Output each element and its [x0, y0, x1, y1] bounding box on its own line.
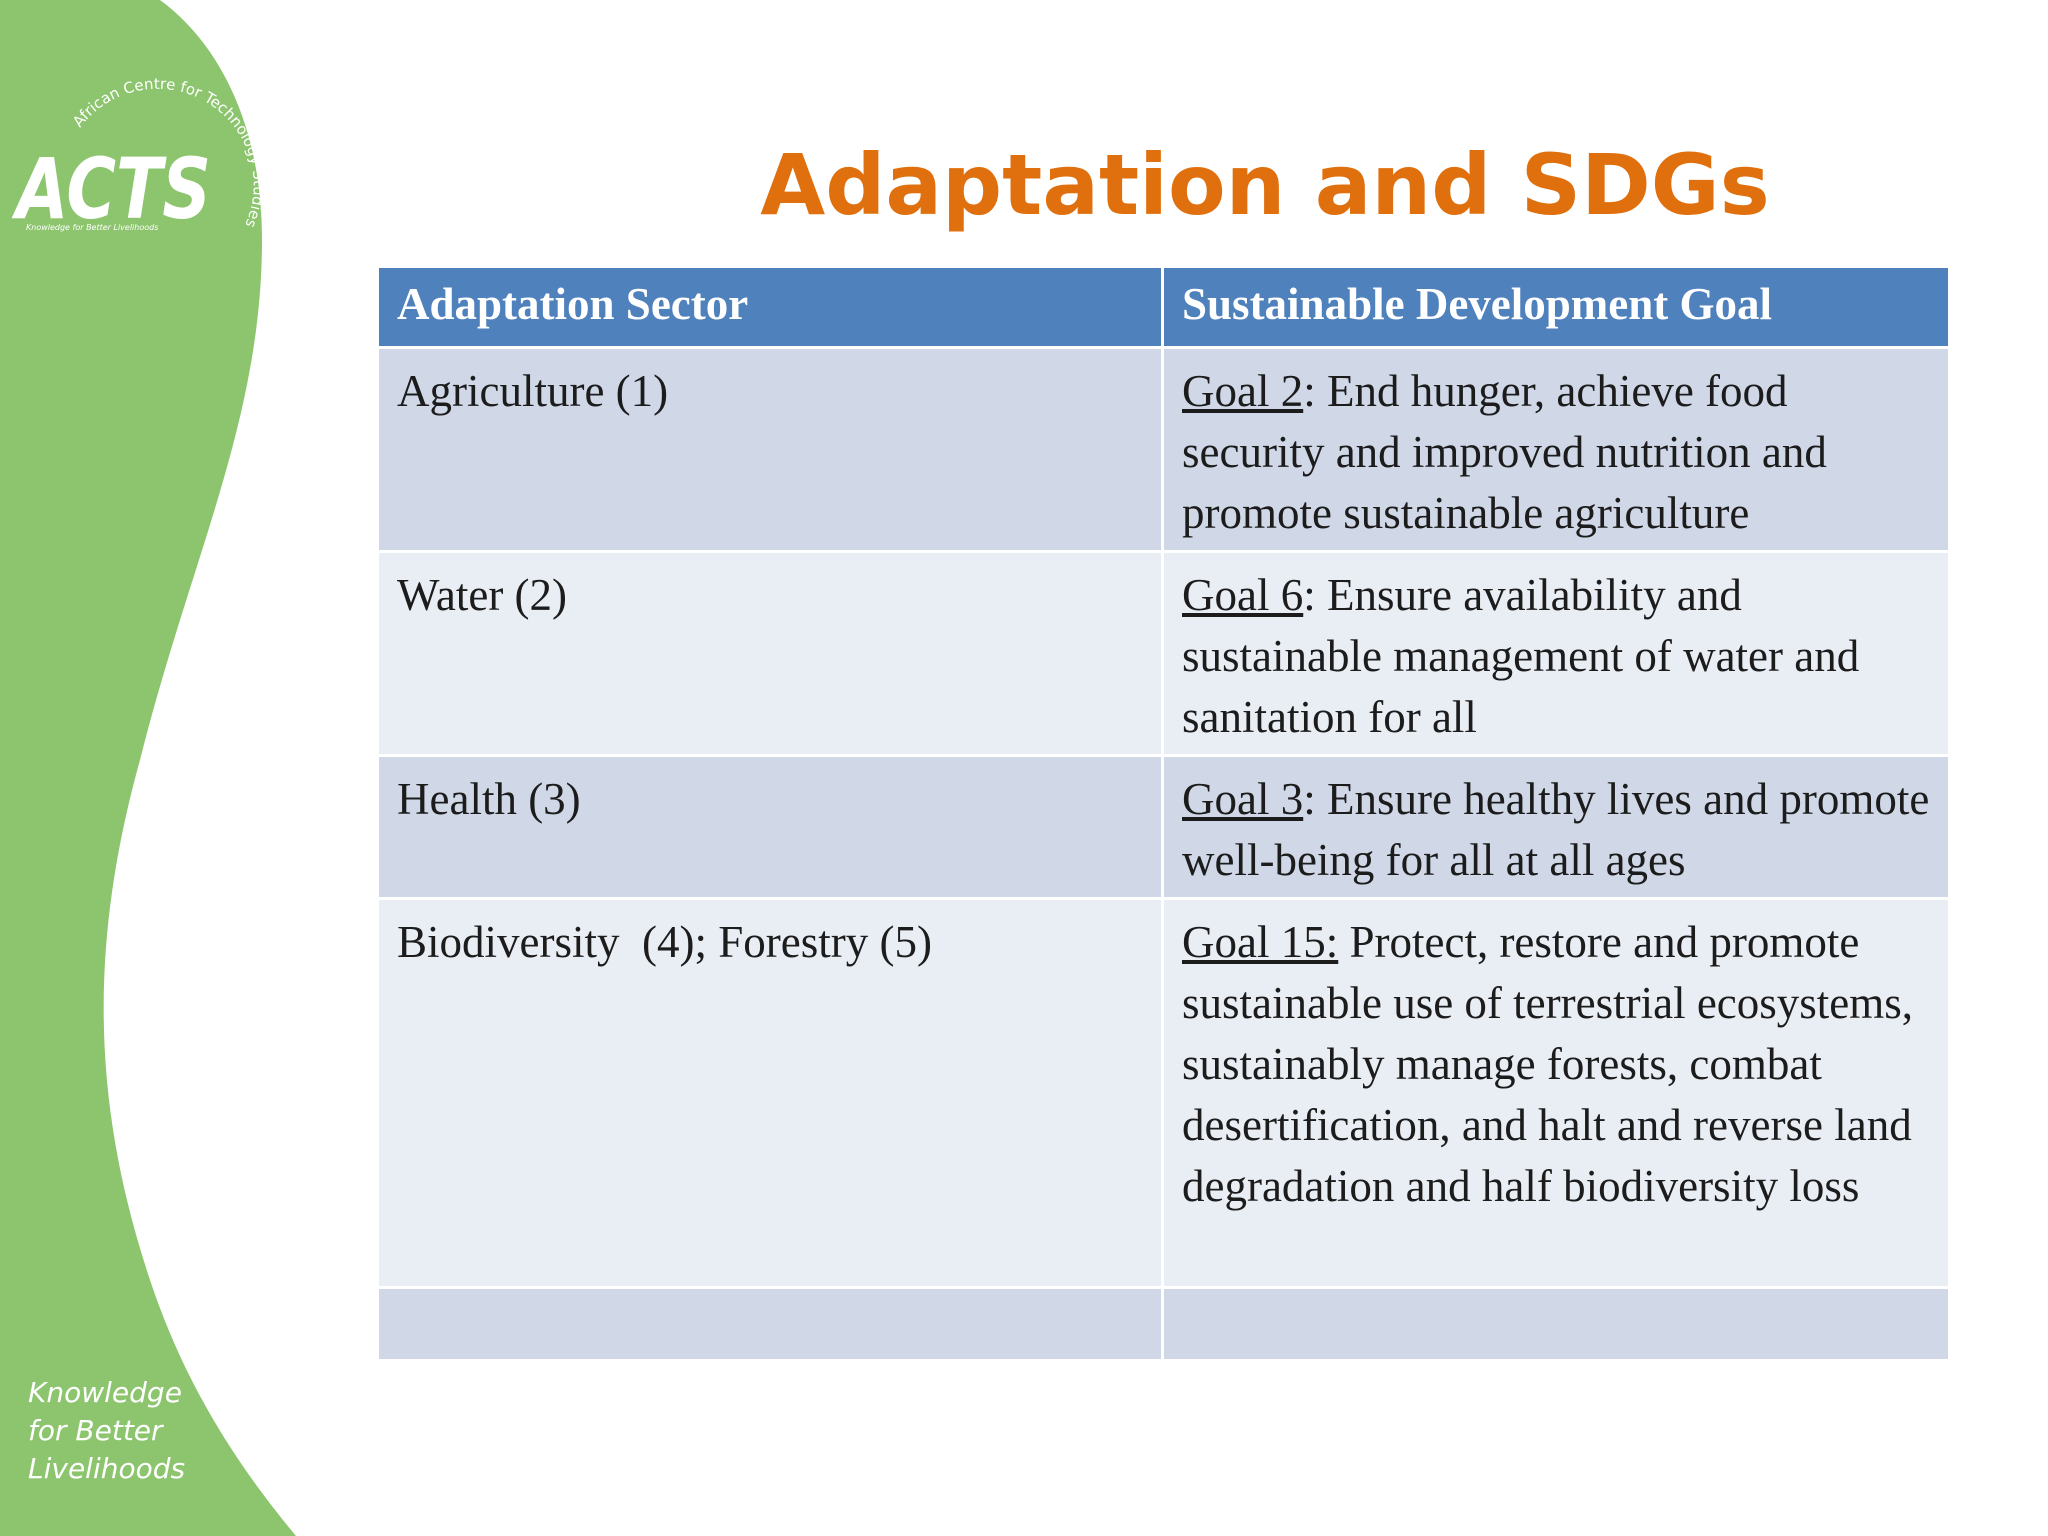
column-header-sector: Adaptation Sector [376, 265, 1164, 349]
sector-cell: Agriculture (1) [376, 346, 1164, 553]
goal-ref: Goal 6 [1182, 570, 1304, 620]
goal-text: Ensure healthy lives and promote well-be… [1182, 774, 1930, 885]
goal-cell: Goal 2: End hunger, achieve food securit… [1161, 346, 1951, 553]
adaptation-sdg-table: Adaptation Sector Sustainable Developmen… [376, 265, 1951, 1362]
tagline-line: Knowledge [28, 1376, 182, 1409]
goal-text: Ensure availability and sustainable mana… [1182, 570, 1860, 742]
svg-text:ACTS: ACTS [11, 140, 211, 238]
table-row: Health (3) Goal 3: Ensure healthy lives … [376, 754, 1951, 900]
tagline-line: Livelihoods [28, 1452, 186, 1485]
tagline-line: for Better [28, 1414, 163, 1447]
column-header-goal: Sustainable Development Goal [1161, 265, 1951, 349]
goal-cell [1161, 1286, 1951, 1362]
table-row [376, 1286, 1951, 1362]
goal-ref: Goal 3 [1182, 774, 1304, 824]
slide-title: Adaptation and SDGs [760, 136, 1770, 234]
goal-sep: : [1303, 570, 1327, 620]
goal-text: End hunger, achieve food security and im… [1182, 366, 1827, 538]
goal-sep: : [1303, 774, 1327, 824]
goal-sep: : [1303, 366, 1327, 416]
side-tagline: Knowledge for Better Livelihoods [28, 1374, 185, 1488]
sector-cell: Biodiversity (4); Forestry (5) [376, 897, 1164, 1289]
goal-cell: Goal 3: Ensure healthy lives and promote… [1161, 754, 1951, 900]
table-row: Water (2) Goal 6: Ensure availability an… [376, 550, 1951, 757]
goal-cell: Goal 6: Ensure availability and sustaina… [1161, 550, 1951, 757]
sector-cell [376, 1286, 1164, 1362]
table-row: Biodiversity (4); Forestry (5) Goal 15: … [376, 897, 1951, 1289]
goal-ref: Goal 15: [1182, 917, 1339, 967]
goal-text: Protect, restore and promote sustainable… [1182, 917, 1914, 1211]
svg-text:Knowledge for Better Livelihoo: Knowledge for Better Livelihoods [26, 223, 158, 232]
sector-cell: Water (2) [376, 550, 1164, 757]
acts-logo: African Centre for Technology Studies AC… [11, 75, 268, 238]
goal-ref: Goal 2 [1182, 366, 1304, 416]
sector-cell: Health (3) [376, 754, 1164, 900]
side-band [0, 0, 296, 1536]
table-header-row: Adaptation Sector Sustainable Developmen… [376, 265, 1951, 349]
goal-cell: Goal 15: Protect, restore and promote su… [1161, 897, 1951, 1289]
goal-sep [1338, 917, 1349, 967]
table-row: Agriculture (1) Goal 2: End hunger, achi… [376, 346, 1951, 553]
